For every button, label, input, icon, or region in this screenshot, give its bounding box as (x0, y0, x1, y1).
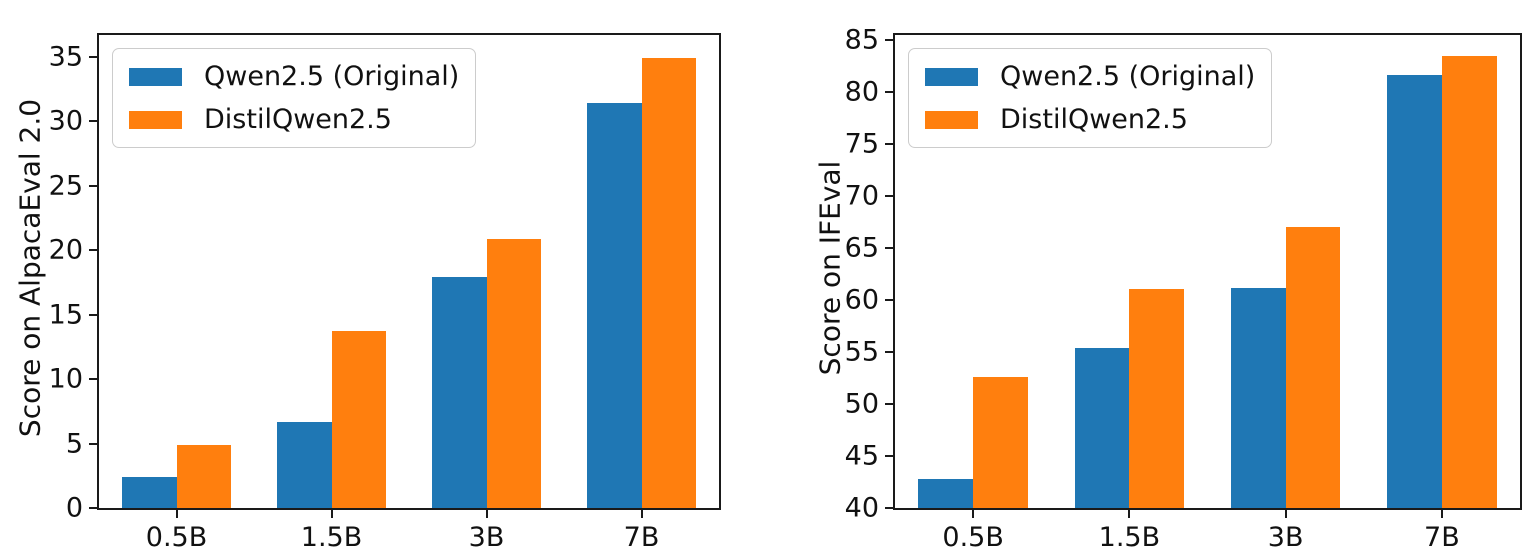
x-tick-mark (175, 510, 178, 518)
alpacaeval-y-axis-label: Score on AlpacaEval 2.0 (13, 98, 47, 438)
y-tick-label: 85 (844, 24, 879, 56)
y-tick-mark (885, 39, 893, 42)
y-tick-mark (885, 91, 893, 94)
x-tick-label-0-5b: 0.5B (145, 522, 208, 553)
y-tick-mark (89, 120, 97, 123)
bar-7b-series-0 (1387, 74, 1442, 508)
legend: Qwen2.5 (Original) DistilQwen2.5 (908, 48, 1273, 149)
x-tick-label-0-5b: 0.5B (942, 522, 1004, 553)
legend-label: Qwen2.5 (Original) (1000, 61, 1256, 92)
y-tick-label: 30 (48, 105, 83, 137)
legend-row: Qwen2.5 (Original) (925, 61, 1255, 92)
y-tick-mark (885, 351, 893, 354)
x-tick-label-1-5b: 1.5B (300, 522, 363, 553)
y-tick-mark (885, 299, 893, 302)
y-tick-label: 70 (844, 180, 879, 212)
y-tick-label: 0 (65, 492, 83, 524)
x-tick-mark (1284, 510, 1287, 518)
legend-row: DistilQwen2.5 (129, 104, 459, 135)
ifeval-chart: Score on IFEval 40 45 50 55 60 65 70 75 80 85 0.5B… (770, 0, 1540, 556)
y-tick-mark (89, 184, 97, 187)
y-tick-label: 25 (48, 170, 83, 202)
bar-0-5b-series-0 (122, 477, 177, 508)
y-tick-label: 75 (844, 128, 879, 160)
x-tick-mark (485, 510, 488, 518)
alpacaeval-chart: Score on AlpacaEval 2.0 0 5 10 15 20 25 30 35 0.… (13, 33, 721, 551)
x-tick-mark (1440, 510, 1443, 518)
legend-swatch-icon (925, 110, 978, 129)
x-tick-label-3b: 3B (1267, 522, 1304, 553)
x-tick-mark (1128, 510, 1131, 518)
y-tick-mark (89, 442, 97, 445)
bar-1-5b-series-0 (1074, 347, 1130, 508)
legend-label: Qwen2.5 (Original) (204, 61, 460, 92)
y-tick-mark (89, 378, 97, 381)
y-tick-mark (885, 247, 893, 250)
y-tick-mark (89, 55, 97, 58)
bar-3b-series-1 (1285, 227, 1341, 508)
bar-1-5b-series-0 (277, 421, 332, 508)
legend-label: DistilQwen2.5 (1000, 104, 1188, 136)
y-tick-mark (885, 195, 893, 198)
bar-0-5b-series-1 (176, 444, 231, 508)
legend-swatch-icon (129, 110, 182, 129)
y-tick-mark (89, 313, 97, 316)
bar-7b-series-1 (1441, 55, 1497, 508)
legend-row: Qwen2.5 (Original) (129, 61, 459, 92)
bar-3b-series-0 (1230, 287, 1286, 508)
y-tick-label: 45 (844, 440, 879, 472)
y-tick-label: 10 (48, 363, 83, 395)
ifeval-plot-area: 40 45 50 55 60 65 70 75 80 85 0.5B 1.5B 3B 7B Qwen2.5 … (845, 27, 1522, 551)
y-tick-label: 55 (844, 336, 879, 368)
y-tick-label: 60 (844, 284, 879, 316)
y-tick-label: 65 (844, 232, 879, 264)
ifeval-y-axis-label: Score on IFEval (813, 160, 847, 376)
y-tick-mark (89, 249, 97, 252)
x-tick-label-7b: 7B (1424, 522, 1460, 553)
legend: Qwen2.5 (Original) DistilQwen2.5 (112, 48, 477, 149)
y-tick-mark (885, 403, 893, 406)
bar-3b-series-1 (486, 238, 541, 508)
y-tick-label: 40 (844, 492, 879, 524)
y-tick-mark (885, 455, 893, 458)
y-tick-mark (885, 143, 893, 146)
x-tick-label-7b: 7B (623, 522, 660, 553)
y-tick-label: 35 (48, 41, 83, 73)
y-tick-label: 20 (48, 234, 83, 266)
y-tick-mark (89, 507, 97, 509)
x-tick-mark (972, 510, 975, 518)
legend-swatch-icon (129, 67, 182, 86)
bar-0-5b-series-1 (973, 377, 1028, 508)
bar-1-5b-series-1 (331, 331, 386, 508)
bar-3b-series-0 (432, 277, 487, 508)
bar-7b-series-1 (641, 58, 696, 508)
legend-row: DistilQwen2.5 (925, 104, 1255, 135)
y-tick-mark (885, 507, 893, 509)
y-tick-label: 80 (844, 76, 879, 108)
bar-7b-series-0 (587, 103, 642, 508)
x-tick-mark (330, 510, 333, 518)
legend-swatch-icon (925, 67, 978, 86)
y-tick-label: 50 (844, 388, 879, 420)
bar-0-5b-series-0 (918, 478, 974, 508)
y-tick-label: 5 (65, 428, 83, 460)
y-tick-label: 15 (48, 299, 83, 331)
bar-1-5b-series-1 (1129, 288, 1185, 508)
alpacaeval-plot-area: 0 5 10 15 20 25 30 35 0.5B 1.5B 3B 7B Qwen2.5 (Origi… (49, 33, 721, 551)
x-tick-label-3b: 3B (468, 522, 505, 553)
x-tick-label-1-5b: 1.5B (1098, 522, 1161, 553)
x-tick-mark (640, 510, 643, 518)
legend-label: DistilQwen2.5 (204, 104, 392, 136)
